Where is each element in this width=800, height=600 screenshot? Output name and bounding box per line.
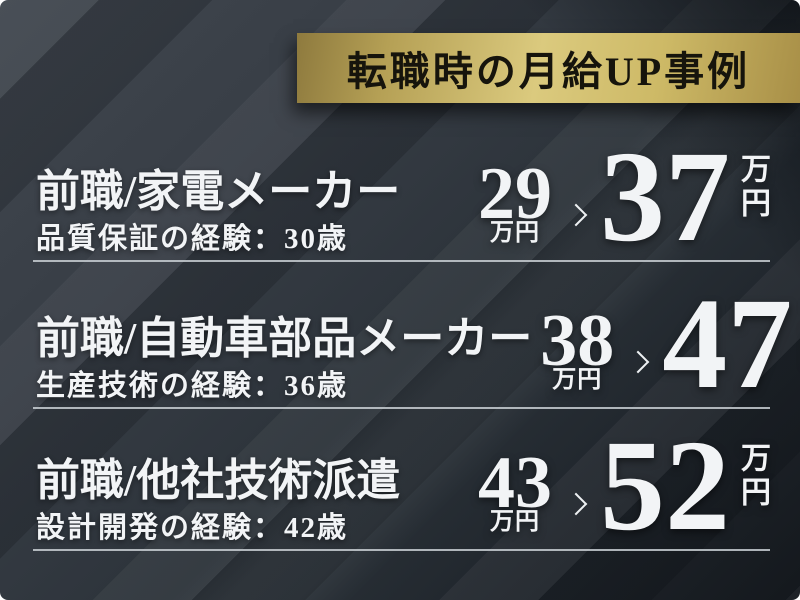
- case-1-salary-after-unit: 万円: [736, 153, 769, 221]
- divider: [33, 549, 770, 551]
- arrow-right-icon: [564, 203, 588, 227]
- case-3-salary-before-value: 43: [478, 441, 552, 524]
- case-3-salary-after-value: 52: [600, 414, 730, 559]
- case-row-2: 前職/自動車部品メーカー 生産技術の経験：36歳 38 万円 47 万円: [36, 279, 800, 409]
- case-3-salary-after-unit: 万円: [736, 442, 769, 510]
- case-2-text: 前職/自動車部品メーカー 生産技術の経験：36歳: [36, 314, 532, 404]
- case-3-experience: 設計開発の経験：42歳: [36, 512, 349, 545]
- title-banner: 転職時の月給UP事例: [297, 33, 800, 103]
- case-3-text: 前職/他社技術派遣 設計開発の経験：42歳: [36, 456, 400, 546]
- divider: [33, 407, 770, 409]
- case-2-previous-job: 前職/自動車部品メーカー: [36, 313, 533, 363]
- case-2-salary-before-value: 38: [540, 299, 615, 382]
- divider: [33, 260, 770, 262]
- case-3-salary-before-unit: 万円: [490, 509, 540, 535]
- case-2-salary-before-unit: 万円: [552, 367, 603, 393]
- case-1-salary-before-unit: 万円: [490, 220, 540, 246]
- case-2-salary-after: 47 万円: [662, 272, 800, 417]
- arrow-right-icon: [626, 350, 650, 374]
- case-1-salary-before-value: 29: [478, 152, 552, 235]
- case-1-salary: 29 万円 37 万円: [478, 125, 769, 270]
- case-row-1: 前職/家電メーカー 品質保証の経験：30歳 29 万円 37 万円: [36, 125, 769, 270]
- case-2-salary-after-unit: 万円: [798, 300, 800, 368]
- case-2-salary-before: 38 万円: [540, 299, 615, 393]
- case-1-experience: 品質保証の経験：30歳: [36, 223, 349, 256]
- case-2-salary: 38 万円 47 万円: [540, 272, 800, 417]
- case-3-salary: 43 万円 52 万円: [478, 414, 769, 559]
- page-title: 転職時の月給UP事例: [346, 49, 751, 94]
- case-3-previous-job: 前職/他社技術派遣: [36, 455, 401, 505]
- case-1-salary-after: 37 万円: [600, 125, 769, 270]
- case-1-text: 前職/家電メーカー 品質保証の経験：30歳: [36, 167, 400, 257]
- case-1-previous-job: 前職/家電メーカー: [36, 166, 401, 216]
- case-3-salary-before: 43 万円: [478, 441, 552, 535]
- case-2-experience: 生産技術の経験：36歳: [36, 370, 349, 403]
- case-row-3: 前職/他社技術派遣 設計開発の経験：42歳 43 万円 52 万円: [36, 414, 769, 559]
- arrow-right-icon: [564, 492, 588, 516]
- case-1-salary-before: 29 万円: [478, 152, 552, 246]
- case-3-salary-after: 52 万円: [600, 414, 769, 559]
- case-1-salary-after-value: 37: [600, 125, 730, 270]
- case-2-salary-after-value: 47: [662, 272, 793, 417]
